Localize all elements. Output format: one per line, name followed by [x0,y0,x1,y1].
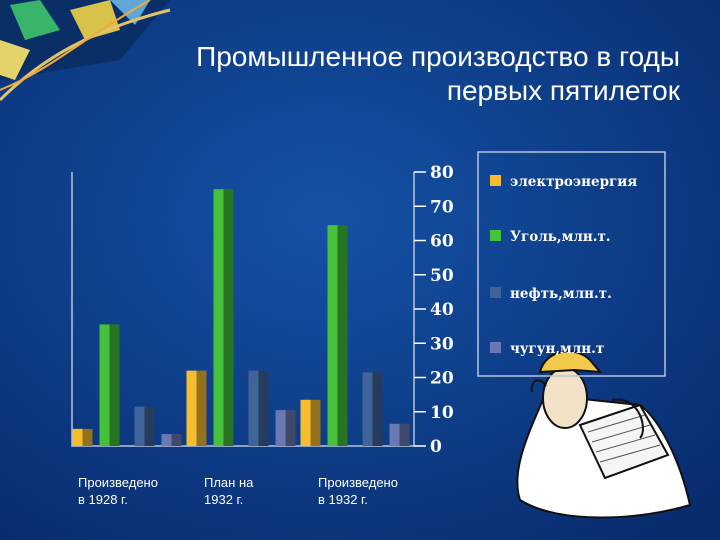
decorative-corner-graphic [0,0,171,102]
bar-shade [196,370,207,446]
y-tick-label: 10 [430,403,454,423]
bar-нефть,млн.т. [362,372,373,446]
worker-clipart [516,350,692,519]
category-label: Произведено [78,475,158,490]
y-tick-label: 30 [430,334,454,354]
category-label: План на [204,475,254,490]
bar-shade [337,225,348,446]
category-label: 1932 г. [204,492,243,507]
legend-label: чугун,млн.т [510,341,604,357]
bar-shade [144,406,155,446]
y-tick-label: 20 [430,369,454,389]
legend-label: нефть,млн.т. [510,286,612,302]
bar-нефть,млн.т. [248,370,259,446]
slide-title: Промышленное производство в годы первых … [100,40,680,108]
bar-Уголь,млн.т. [327,225,338,446]
legend-label: Уголь,млн.т. [510,229,611,245]
bar-shade [171,434,182,446]
bar-чугун,млн.т [275,410,286,446]
bar-Уголь,млн.т. [99,324,110,446]
legend-swatch [490,342,501,353]
y-tick-label: 80 [430,163,454,183]
y-tick-label: 50 [430,266,454,286]
bar-shade [258,370,269,446]
bar-электроэнергия [186,370,197,446]
bar-shade [109,324,120,446]
bar-shade [310,399,321,446]
legend-box [477,151,666,377]
bar-shade [285,410,296,446]
bar-электроэнергия [72,428,83,446]
legend-label: электроэнергия [510,174,637,190]
y-tick-label: 70 [430,197,454,217]
y-tick-label: 0 [430,437,442,457]
bar-электроэнергия [300,399,311,446]
y-tick-label: 60 [430,232,454,252]
bar-нефть,млн.т. [134,406,145,446]
slide-title-line-2: первых пятилеток [446,75,680,106]
bar-shade [82,428,93,446]
legend-swatch [490,287,501,298]
category-label: в 1928 г. [78,492,128,507]
slide-title-line-1: Промышленное производство в годы [196,41,680,72]
bar-shade [372,372,383,446]
bar-чугун,млн.т [389,423,400,446]
legend-swatch [490,230,501,241]
bar-shade [399,423,410,446]
bar-shade [223,189,234,446]
category-label: в 1932 г. [318,492,368,507]
bar-Уголь,млн.т. [213,189,224,446]
legend-swatch [490,175,501,186]
category-label: Произведено [318,475,398,490]
y-tick-label: 40 [430,300,454,320]
bar-чугун,млн.т [161,434,172,446]
